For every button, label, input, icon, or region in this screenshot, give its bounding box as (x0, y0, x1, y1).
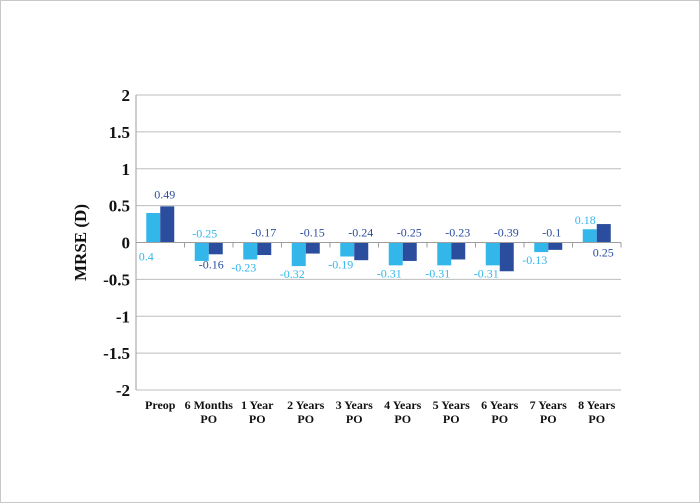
y-tick-label: -1.5 (103, 344, 130, 363)
data-label: -0.15 (300, 226, 325, 240)
data-label: -0.25 (192, 227, 217, 241)
data-label: -0.32 (280, 267, 305, 281)
y-axis-title: MRSE (D) (71, 204, 90, 281)
x-tick-label: 5 Years (433, 398, 471, 412)
x-tick-label: 7 Years (530, 398, 568, 412)
x-tick-label: PO (540, 412, 557, 426)
x-tick-label: 2 Years (287, 398, 325, 412)
bar (451, 242, 466, 260)
data-label: -0.31 (474, 266, 499, 280)
x-tick-label: 3 Years (336, 398, 374, 412)
bar (340, 242, 355, 257)
bar (485, 242, 500, 266)
bar (354, 242, 369, 261)
x-tick-label: PO (200, 412, 217, 426)
data-label: 0.49 (154, 187, 175, 201)
bar (208, 242, 223, 255)
x-tick-label: PO (297, 412, 314, 426)
data-label: 0.18 (575, 213, 596, 227)
bar (243, 242, 258, 260)
bar (388, 242, 403, 266)
bar (194, 242, 209, 261)
data-label: -0.13 (522, 253, 547, 267)
data-label: -0.19 (328, 258, 353, 272)
bar (402, 242, 417, 261)
y-tick-label: 0 (122, 234, 131, 253)
x-tick-label: 4 Years (384, 398, 422, 412)
bars (146, 206, 611, 272)
x-tick-label: 8 Years (578, 398, 616, 412)
bar (548, 242, 563, 250)
bar (291, 242, 306, 267)
x-tick-label: PO (394, 412, 411, 426)
bar (305, 242, 320, 254)
data-label: 0.4 (139, 250, 154, 264)
bar (437, 242, 452, 266)
data-label: -0.17 (251, 226, 276, 240)
bar (146, 213, 161, 243)
data-label: -0.23 (231, 260, 256, 274)
data-labels: 0.4 -0.25 -0.23 -0.32 -0.19 -0.31 -0.31 -0.31 -0… (139, 187, 614, 281)
x-tick-label: PO (491, 412, 508, 426)
data-label: -0.16 (199, 257, 224, 271)
y-tick-label: 2 (122, 86, 131, 105)
x-tick-label: PO (588, 412, 605, 426)
x-tick-label: PO (443, 412, 460, 426)
bar (582, 229, 597, 243)
bar (499, 242, 514, 272)
data-label: -0.39 (494, 226, 519, 240)
x-tick-label: 1 Year (241, 398, 274, 412)
data-label: -0.31 (425, 266, 450, 280)
y-tick-label: 0.5 (109, 197, 130, 216)
y-tick-label: 1 (122, 160, 131, 179)
bar (596, 224, 611, 243)
y-tick-label: -1 (116, 307, 130, 326)
data-label: -0.24 (348, 226, 373, 240)
x-tick-label: Preop (145, 398, 176, 412)
y-tick-label: -2 (116, 381, 130, 400)
y-tick-label: 1.5 (109, 123, 130, 142)
x-tick-label: PO (249, 412, 266, 426)
data-label: -0.23 (445, 226, 470, 240)
data-label: -0.1 (542, 226, 561, 240)
bar (534, 242, 549, 253)
bar (160, 206, 175, 243)
data-label: -0.31 (377, 266, 402, 280)
data-label: -0.25 (397, 226, 422, 240)
data-label: 0.25 (593, 246, 614, 260)
x-tick-label: PO (346, 412, 363, 426)
bar (257, 242, 272, 256)
y-tick-label: -0.5 (103, 270, 130, 289)
x-tick-label: 6 Years (481, 398, 519, 412)
x-tick-label: 6 Months (185, 398, 234, 412)
